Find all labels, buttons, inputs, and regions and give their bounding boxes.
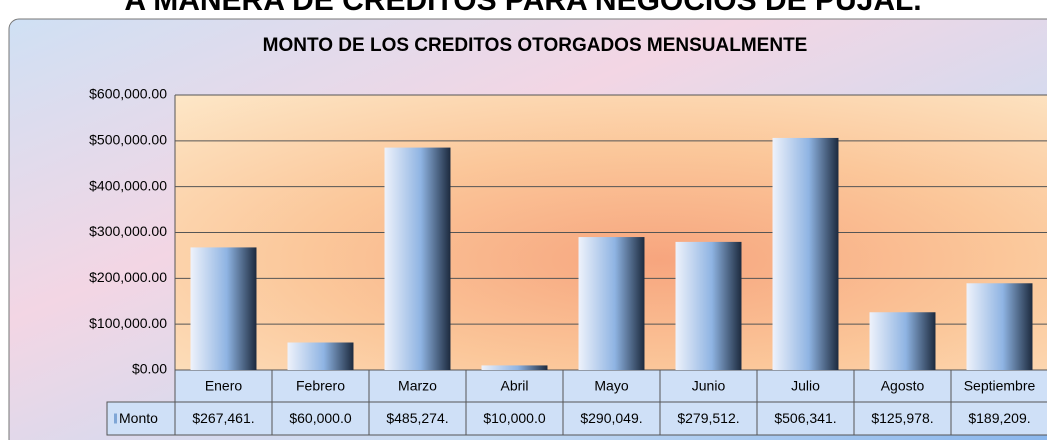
bar (190, 247, 257, 370)
x-tick-label: Febrero (296, 378, 345, 394)
bar (578, 237, 645, 370)
value-label: $290,049. (580, 410, 642, 426)
value-label: $125,978. (871, 410, 933, 426)
legend-swatch (114, 413, 117, 424)
bar (675, 241, 742, 370)
legend-label: Monto (119, 410, 158, 426)
y-tick-label: $300,000.00 (89, 223, 167, 239)
value-label: $60,000.0 (289, 410, 351, 426)
y-tick-label: $500,000.00 (89, 132, 167, 148)
x-tick-label: Junio (692, 378, 726, 394)
chart-title: MONTO DE LOS CREDITOS OTORGADOS MENSUALM… (263, 35, 808, 56)
y-tick-label: $600,000.00 (89, 86, 167, 102)
bar (481, 365, 548, 370)
bar (772, 137, 839, 370)
y-tick-label: $100,000.00 (89, 315, 167, 331)
page-title: A MANERA DE CREDITOS PARA NEGOCIOS DE PU… (124, 0, 921, 17)
value-label: $506,341. (774, 410, 836, 426)
legend-cell (106, 401, 176, 436)
value-label: $10,000.0 (483, 410, 545, 426)
bar (287, 342, 354, 370)
bar (869, 312, 936, 370)
y-tick-label: $0.00 (132, 361, 167, 377)
value-label: $267,461. (192, 410, 254, 426)
value-label: $279,512. (677, 410, 739, 426)
y-tick-label: $400,000.00 (89, 177, 167, 193)
x-tick-label: Marzo (398, 378, 437, 394)
y-tick-label: $200,000.00 (89, 269, 167, 285)
x-tick-label: Abril (500, 378, 528, 394)
bar (384, 147, 451, 370)
x-tick-label: Julio (791, 378, 820, 394)
x-tick-label: Enero (205, 378, 243, 394)
x-tick-label: Septiembre (964, 378, 1036, 394)
bar (966, 283, 1033, 370)
x-tick-label: Agosto (881, 378, 925, 394)
value-label: $189,209. (968, 410, 1030, 426)
x-tick-label: Mayo (594, 378, 628, 394)
value-label: $485,274. (386, 410, 448, 426)
